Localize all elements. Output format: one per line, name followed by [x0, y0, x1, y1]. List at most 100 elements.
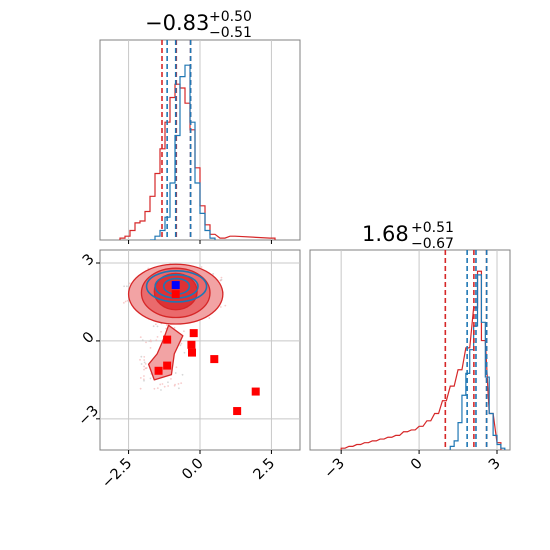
sample-point — [163, 385, 166, 388]
sample-point — [212, 272, 215, 275]
y-tick-label-p1: −3 — [76, 403, 102, 429]
sample-point — [200, 266, 203, 268]
sample-point — [175, 366, 178, 369]
contour-red-tail — [147, 324, 184, 381]
title-p1-minus: −0.67 — [411, 236, 454, 252]
sample-point — [156, 387, 159, 390]
sample-point — [142, 378, 145, 381]
sample-point — [178, 387, 180, 390]
sample-point — [170, 377, 172, 380]
marker-red-square — [171, 290, 180, 299]
sample-point — [220, 276, 223, 279]
marker-red-square — [188, 348, 196, 357]
sample-point — [143, 361, 146, 364]
x-tick-label-p0: 2.5 — [251, 456, 279, 484]
title-p0-minus: −0.51 — [209, 25, 252, 41]
sample-point — [145, 367, 147, 370]
marker-red-square — [163, 335, 172, 344]
sample-point — [167, 385, 170, 387]
sample-point — [150, 340, 152, 343]
sample-point — [144, 363, 147, 365]
sample-point — [167, 381, 169, 384]
marker-red-square — [233, 407, 242, 416]
sample-point — [149, 377, 152, 380]
y-tick-label-p1: 0 — [80, 329, 98, 347]
sample-point — [143, 355, 146, 358]
sample-point — [180, 342, 183, 345]
y-tick-label-p1: 3 — [80, 251, 98, 269]
histogram-red-p1 — [340, 270, 502, 450]
marker-blue-square — [171, 281, 180, 290]
sample-point — [143, 379, 145, 382]
sample-point — [173, 326, 176, 329]
sample-point — [161, 383, 164, 385]
x-tick-label-p0: −2.5 — [99, 456, 135, 492]
sample-point — [219, 306, 222, 308]
sample-point — [183, 330, 185, 333]
histogram-panel-p1 — [309, 249, 511, 454]
marker-red-square — [251, 387, 260, 396]
sample-point — [148, 340, 151, 342]
sample-point — [208, 317, 211, 319]
sample-point — [155, 339, 158, 342]
histogram-blue-p0 — [150, 64, 216, 240]
title-p0-value: −0.83 — [145, 11, 209, 35]
histogram-blue-p1 — [449, 274, 506, 450]
sample-point — [159, 383, 162, 386]
sample-point — [139, 377, 142, 379]
sample-point — [152, 325, 155, 328]
sample-point — [174, 372, 177, 374]
sample-point — [124, 300, 127, 303]
sample-point — [174, 383, 176, 386]
marker-red-square — [163, 361, 172, 370]
sample-point — [160, 389, 162, 391]
title-p0-plus: +0.50 — [209, 9, 252, 25]
title-p1-plus: +0.51 — [411, 220, 454, 236]
histogram-panel-p0 — [99, 39, 301, 244]
sample-point — [143, 365, 145, 368]
marker-red-square — [189, 329, 198, 338]
sample-point — [156, 325, 159, 328]
title-p1-value: 1.68 — [362, 222, 409, 246]
panel-frame — [309, 249, 511, 451]
sample-point — [224, 304, 227, 307]
x-tick-label-p0: 0.0 — [179, 456, 207, 484]
marker-red-square — [154, 366, 163, 375]
marker-red-square — [187, 340, 196, 349]
sample-point — [180, 382, 183, 385]
sample-point — [177, 383, 180, 385]
sample-point — [139, 336, 142, 339]
sample-point — [140, 363, 143, 365]
contour-blue — [145, 269, 208, 303]
sample-point — [156, 335, 159, 338]
sample-point — [143, 359, 146, 361]
sample-point — [145, 341, 147, 344]
sample-point — [126, 299, 129, 302]
x-tick-label-p1: −3 — [322, 456, 348, 482]
sample-point — [181, 373, 184, 376]
sample-point — [183, 351, 186, 354]
x-tick-label-p1: 3 — [486, 456, 504, 474]
sample-point — [139, 387, 142, 390]
sample-point — [122, 301, 125, 304]
sample-point — [153, 387, 156, 390]
sample-point — [139, 358, 141, 361]
sample-point — [143, 368, 145, 371]
marker-red-square — [210, 355, 219, 364]
sample-point — [154, 323, 157, 326]
sample-point — [149, 346, 152, 349]
sample-point — [126, 285, 128, 288]
sample-point — [165, 324, 168, 327]
sample-point — [165, 327, 167, 330]
sample-point — [160, 330, 162, 333]
sample-point — [140, 355, 143, 358]
scatter-panel-2d — [96, 249, 301, 454]
sample-point — [128, 282, 131, 285]
sample-point — [179, 344, 182, 347]
sample-point — [219, 279, 222, 282]
x-tick-label-p1: 0 — [408, 456, 426, 474]
sample-point — [141, 339, 144, 342]
sample-point — [143, 375, 145, 377]
sample-point — [123, 285, 126, 288]
